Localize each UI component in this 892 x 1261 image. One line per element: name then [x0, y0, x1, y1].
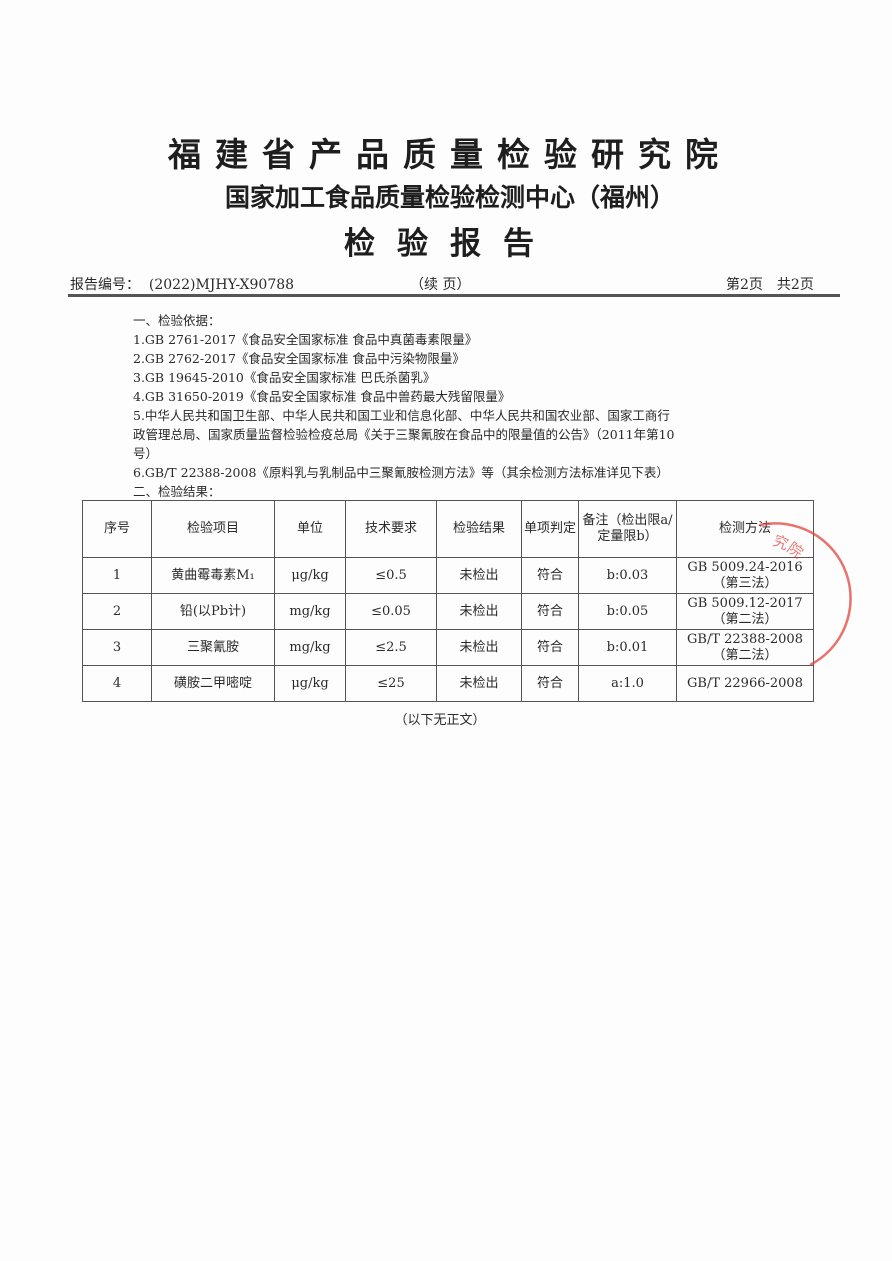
- table-cell: 三聚氰胺: [151, 629, 275, 666]
- table-row: 4 磺胺二甲嘧啶 μg/kg ≤25 未检出 符合 a:1.0 GB/T 22966-2008: [82, 665, 814, 702]
- table-cell: GB/T 22966-2008: [676, 665, 814, 702]
- official-seal: 究院: [759, 522, 852, 667]
- table-cell: 符合: [521, 629, 579, 666]
- table-cell: b:0.05: [578, 593, 677, 630]
- basis-line: 2.GB 2762-2017《食品安全国家标准 食品中污染物限量》: [133, 351, 465, 366]
- page-indicator: 第2页 共2页: [726, 277, 814, 293]
- table-cell: μg/kg: [274, 665, 346, 702]
- table-cell: ≤2.5: [345, 629, 437, 666]
- table-cell: mg/kg: [274, 593, 346, 630]
- col-header: 检验项目: [151, 500, 275, 558]
- table-row: 1 黄曲霉毒素M₁ μg/kg ≤0.5 未检出 符合 b:0.03 GB 5009.24-2…: [82, 557, 814, 594]
- basis-line: 5.中华人民共和国卫生部、中华人民共和国工业和信息化部、中华人民共和国农业部、国…: [133, 408, 670, 423]
- continued-label: （续 页）: [410, 277, 471, 293]
- institute-title: 福建省产品质量检验研究院: [168, 135, 732, 174]
- table-cell: ≤0.05: [345, 593, 437, 630]
- table-cell: 2: [82, 593, 152, 630]
- results-table: 序号 检验项目 单位 技术要求 检验结果 单项判定 备注（检出限a/定量限b） …: [82, 500, 814, 702]
- table-cell: 3: [82, 629, 152, 666]
- report-number: 报告编号： (2022)MJHY-X90788: [70, 274, 294, 294]
- table-cell: GB/T 22388-2008（第二法）: [676, 629, 814, 666]
- table-header-row: 序号 检验项目 单位 技术要求 检验结果 单项判定 备注（检出限a/定量限b） …: [82, 500, 814, 558]
- results-heading: 二、检验结果：: [133, 484, 221, 499]
- col-header: 单项判定: [521, 500, 579, 558]
- seal-text: 究院: [771, 531, 807, 562]
- center-subtitle: 国家加工食品质量检验检测中心（福州）: [224, 183, 675, 212]
- document-title: 检验报告: [344, 226, 556, 262]
- table-cell: 符合: [521, 665, 579, 702]
- table-cell: 未检出: [436, 665, 522, 702]
- table-cell: 黄曲霉毒素M₁: [151, 557, 275, 594]
- header-rule: [68, 294, 840, 297]
- col-header: 序号: [82, 500, 152, 558]
- table-cell: 未检出: [436, 593, 522, 630]
- basis-line: 4.GB 31650-2019《食品安全国家标准 食品中兽药最大残留限量》: [133, 389, 511, 404]
- basis-line: 3.GB 19645-2010《食品安全国家标准 巴氏杀菌乳》: [133, 370, 436, 385]
- basis-line: 6.GB/T 22388-2008《原料乳与乳制品中三聚氰胺检测方法》等（其余检…: [133, 465, 669, 480]
- table-cell: ≤25: [345, 665, 437, 702]
- table-cell: 未检出: [436, 629, 522, 666]
- table-cell: GB 5009.24-2016（第三法）: [676, 557, 814, 594]
- table-cell: a:1.0: [578, 665, 677, 702]
- table-cell: 1: [82, 557, 152, 594]
- report-number-value: (2022)MJHY-X90788: [148, 277, 295, 293]
- col-header: 备注（检出限a/定量限b）: [578, 500, 677, 558]
- table-cell: 4: [82, 665, 152, 702]
- table-cell: 未检出: [436, 557, 522, 594]
- basis-heading: 一、检验依据：: [133, 313, 221, 328]
- table-cell: 铅(以Pb计): [151, 593, 275, 630]
- table-cell: 符合: [521, 557, 579, 594]
- table-cell: 符合: [521, 593, 579, 630]
- table-cell: 磺胺二甲嘧啶: [151, 665, 275, 702]
- table-row: 3 三聚氰胺 mg/kg ≤2.5 未检出 符合 b:0.01 GB/T 22388-2008…: [82, 629, 814, 666]
- table-cell: GB 5009.12-2017（第二法）: [676, 593, 814, 630]
- basis-line: 号）: [133, 446, 159, 461]
- col-header: 检测方法: [676, 500, 814, 558]
- seal-ring: [759, 522, 852, 667]
- table-cell: b:0.03: [578, 557, 677, 594]
- table-cell: μg/kg: [274, 557, 346, 594]
- col-header: 技术要求: [345, 500, 437, 558]
- report-number-label: 报告编号：: [70, 277, 140, 293]
- col-header: 检验结果: [436, 500, 522, 558]
- basis-line: 政管理总局、国家质量监督检验检疫总局《关于三聚氰胺在食品中的限量值的公告》（20…: [133, 427, 675, 442]
- col-header: 单位: [274, 500, 346, 558]
- table-cell: b:0.01: [578, 629, 677, 666]
- table-cell: ≤0.5: [345, 557, 437, 594]
- table-cell: mg/kg: [274, 629, 346, 666]
- end-of-text: （以下无正文）: [394, 713, 486, 728]
- table-row: 2 铅(以Pb计) mg/kg ≤0.05 未检出 符合 b:0.05 GB 5009.12-…: [82, 593, 814, 630]
- basis-line: 1.GB 2761-2017《食品安全国家标准 食品中真菌毒素限量》: [133, 332, 478, 347]
